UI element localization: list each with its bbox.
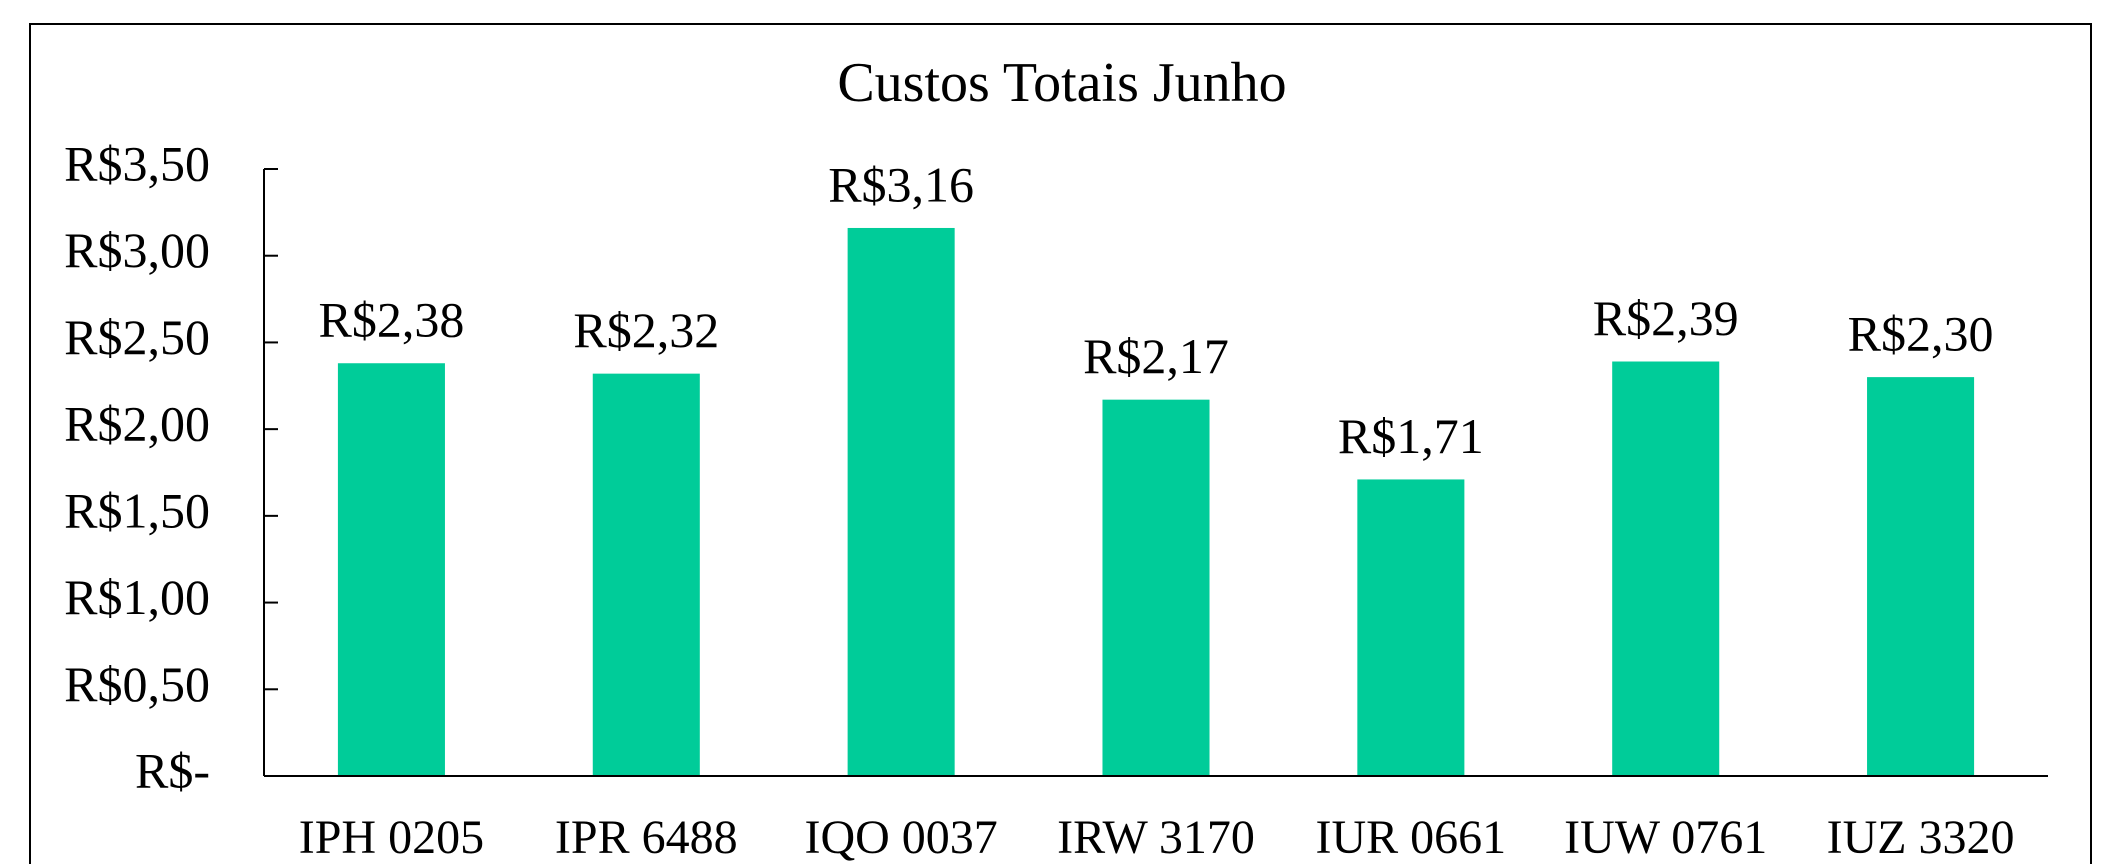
x-tick-label: IUZ 3320 xyxy=(1827,811,2015,864)
y-tick-label: R$2,50 xyxy=(64,309,210,365)
bar xyxy=(1357,479,1465,776)
data-label: R$2,39 xyxy=(1593,290,1739,346)
y-tick-label: R$- xyxy=(135,742,210,798)
x-tick-label: IPH 0205 xyxy=(299,811,484,864)
data-label: R$2,30 xyxy=(1848,306,1994,362)
x-tick-label: IUR 0661 xyxy=(1316,811,1507,864)
data-label: R$2,17 xyxy=(1083,328,1229,384)
data-label: R$3,16 xyxy=(828,156,974,212)
bar xyxy=(337,363,445,776)
bar xyxy=(1867,377,1975,776)
y-tick-label: R$0,50 xyxy=(64,656,210,712)
x-tick-label: IPR 6488 xyxy=(555,811,738,864)
bar xyxy=(847,227,955,777)
y-tick-label: R$1,00 xyxy=(64,569,210,625)
x-tick-label: IRW 3170 xyxy=(1057,811,1255,864)
data-label: R$2,38 xyxy=(318,292,464,348)
y-tick-label: R$1,50 xyxy=(64,482,210,538)
y-tick-label: R$3,00 xyxy=(64,222,210,278)
bar xyxy=(1612,361,1720,776)
x-tick-label: IUW 0761 xyxy=(1564,811,1767,864)
x-tick-label: IQO 0037 xyxy=(804,811,997,864)
data-label: R$1,71 xyxy=(1338,408,1484,464)
y-tick-label: R$2,00 xyxy=(64,396,210,452)
data-label: R$2,32 xyxy=(573,302,719,358)
bar xyxy=(592,373,700,776)
y-tick-label: R$3,50 xyxy=(64,135,210,191)
chart-title: Custos Totais Junho xyxy=(837,52,1286,114)
bar xyxy=(1102,399,1210,776)
